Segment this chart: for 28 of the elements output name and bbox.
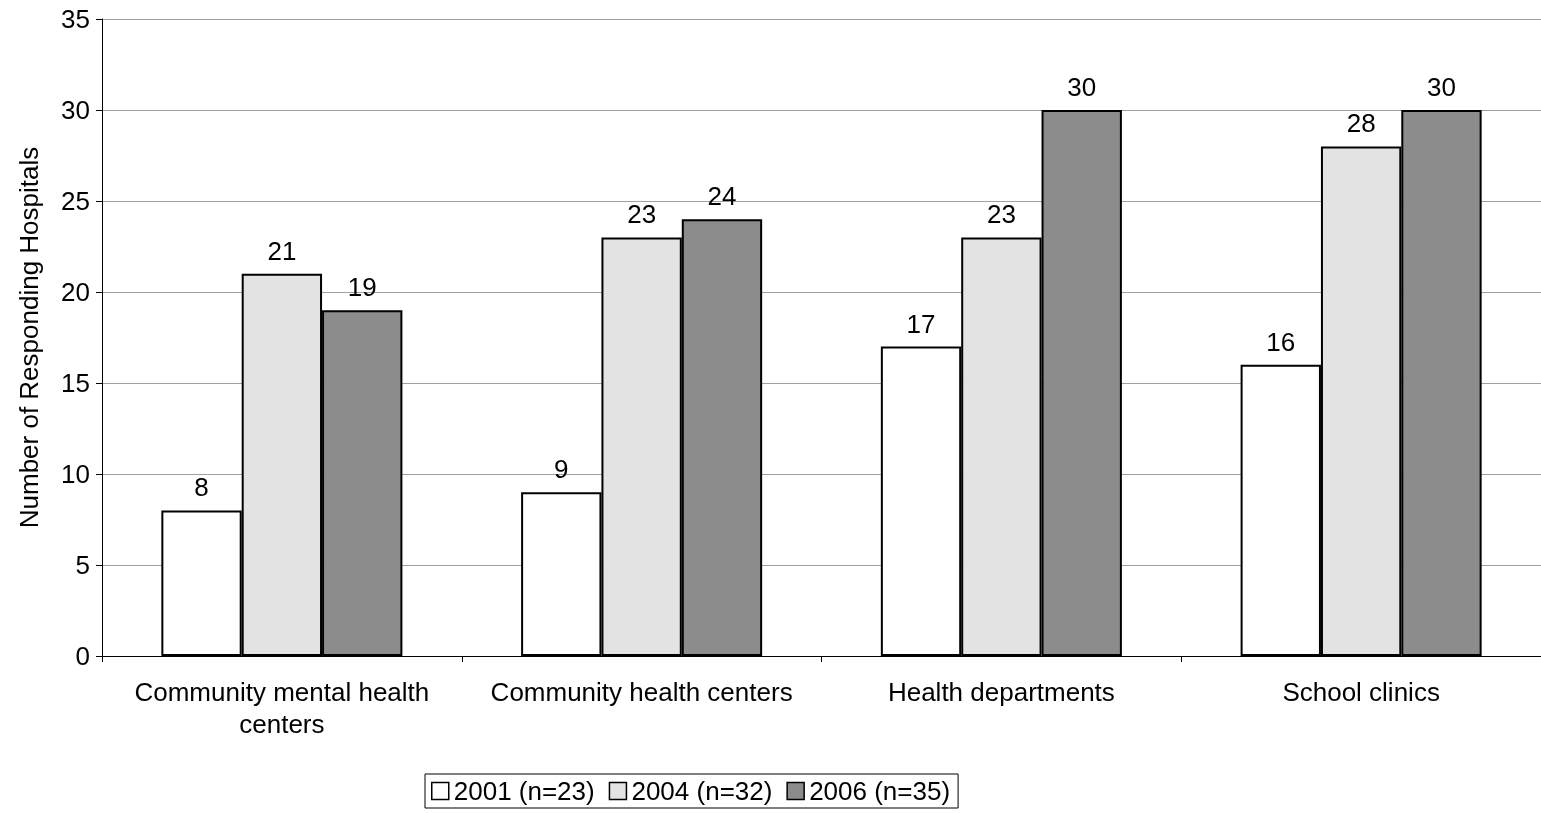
data-label: 24 [707, 181, 737, 212]
data-label: 19 [347, 272, 377, 303]
data-label: 30 [1427, 72, 1456, 102]
data-label: 30 [1067, 72, 1097, 102]
data-label: 16 [1266, 326, 1296, 357]
y-tick-label: 30 [61, 95, 90, 125]
legend-label: 2001 (n=23) [453, 776, 595, 806]
data-label: 17 [906, 308, 936, 339]
y-tick-label: 35 [61, 4, 90, 34]
x-tick-label: Health departments [887, 677, 1115, 707]
y-tick-label: 5 [75, 550, 90, 580]
x-tick-label: School clinics [1282, 677, 1440, 707]
data-label: 23 [627, 199, 657, 230]
legend-label: 2004 (n=32) [631, 776, 773, 806]
data-label: 8 [194, 472, 209, 503]
x-tick-label: Community health centers [490, 677, 793, 707]
data-label: 28 [1346, 108, 1376, 139]
y-tick-label: 0 [75, 641, 90, 671]
x-tick-label: Community mental health centers [134, 677, 430, 739]
legend-label: 2006 (n=35) [809, 776, 951, 806]
y-tick-label: 10 [61, 459, 90, 489]
y-tick-label: 25 [61, 186, 90, 216]
y-tick-label: 15 [61, 368, 90, 398]
y-axis-title: Number of Responding Hospitals [14, 146, 44, 529]
data-label: 9 [554, 454, 569, 485]
data-label: 23 [986, 199, 1016, 230]
y-tick-label: 20 [61, 277, 90, 307]
data-label: 21 [267, 235, 297, 266]
